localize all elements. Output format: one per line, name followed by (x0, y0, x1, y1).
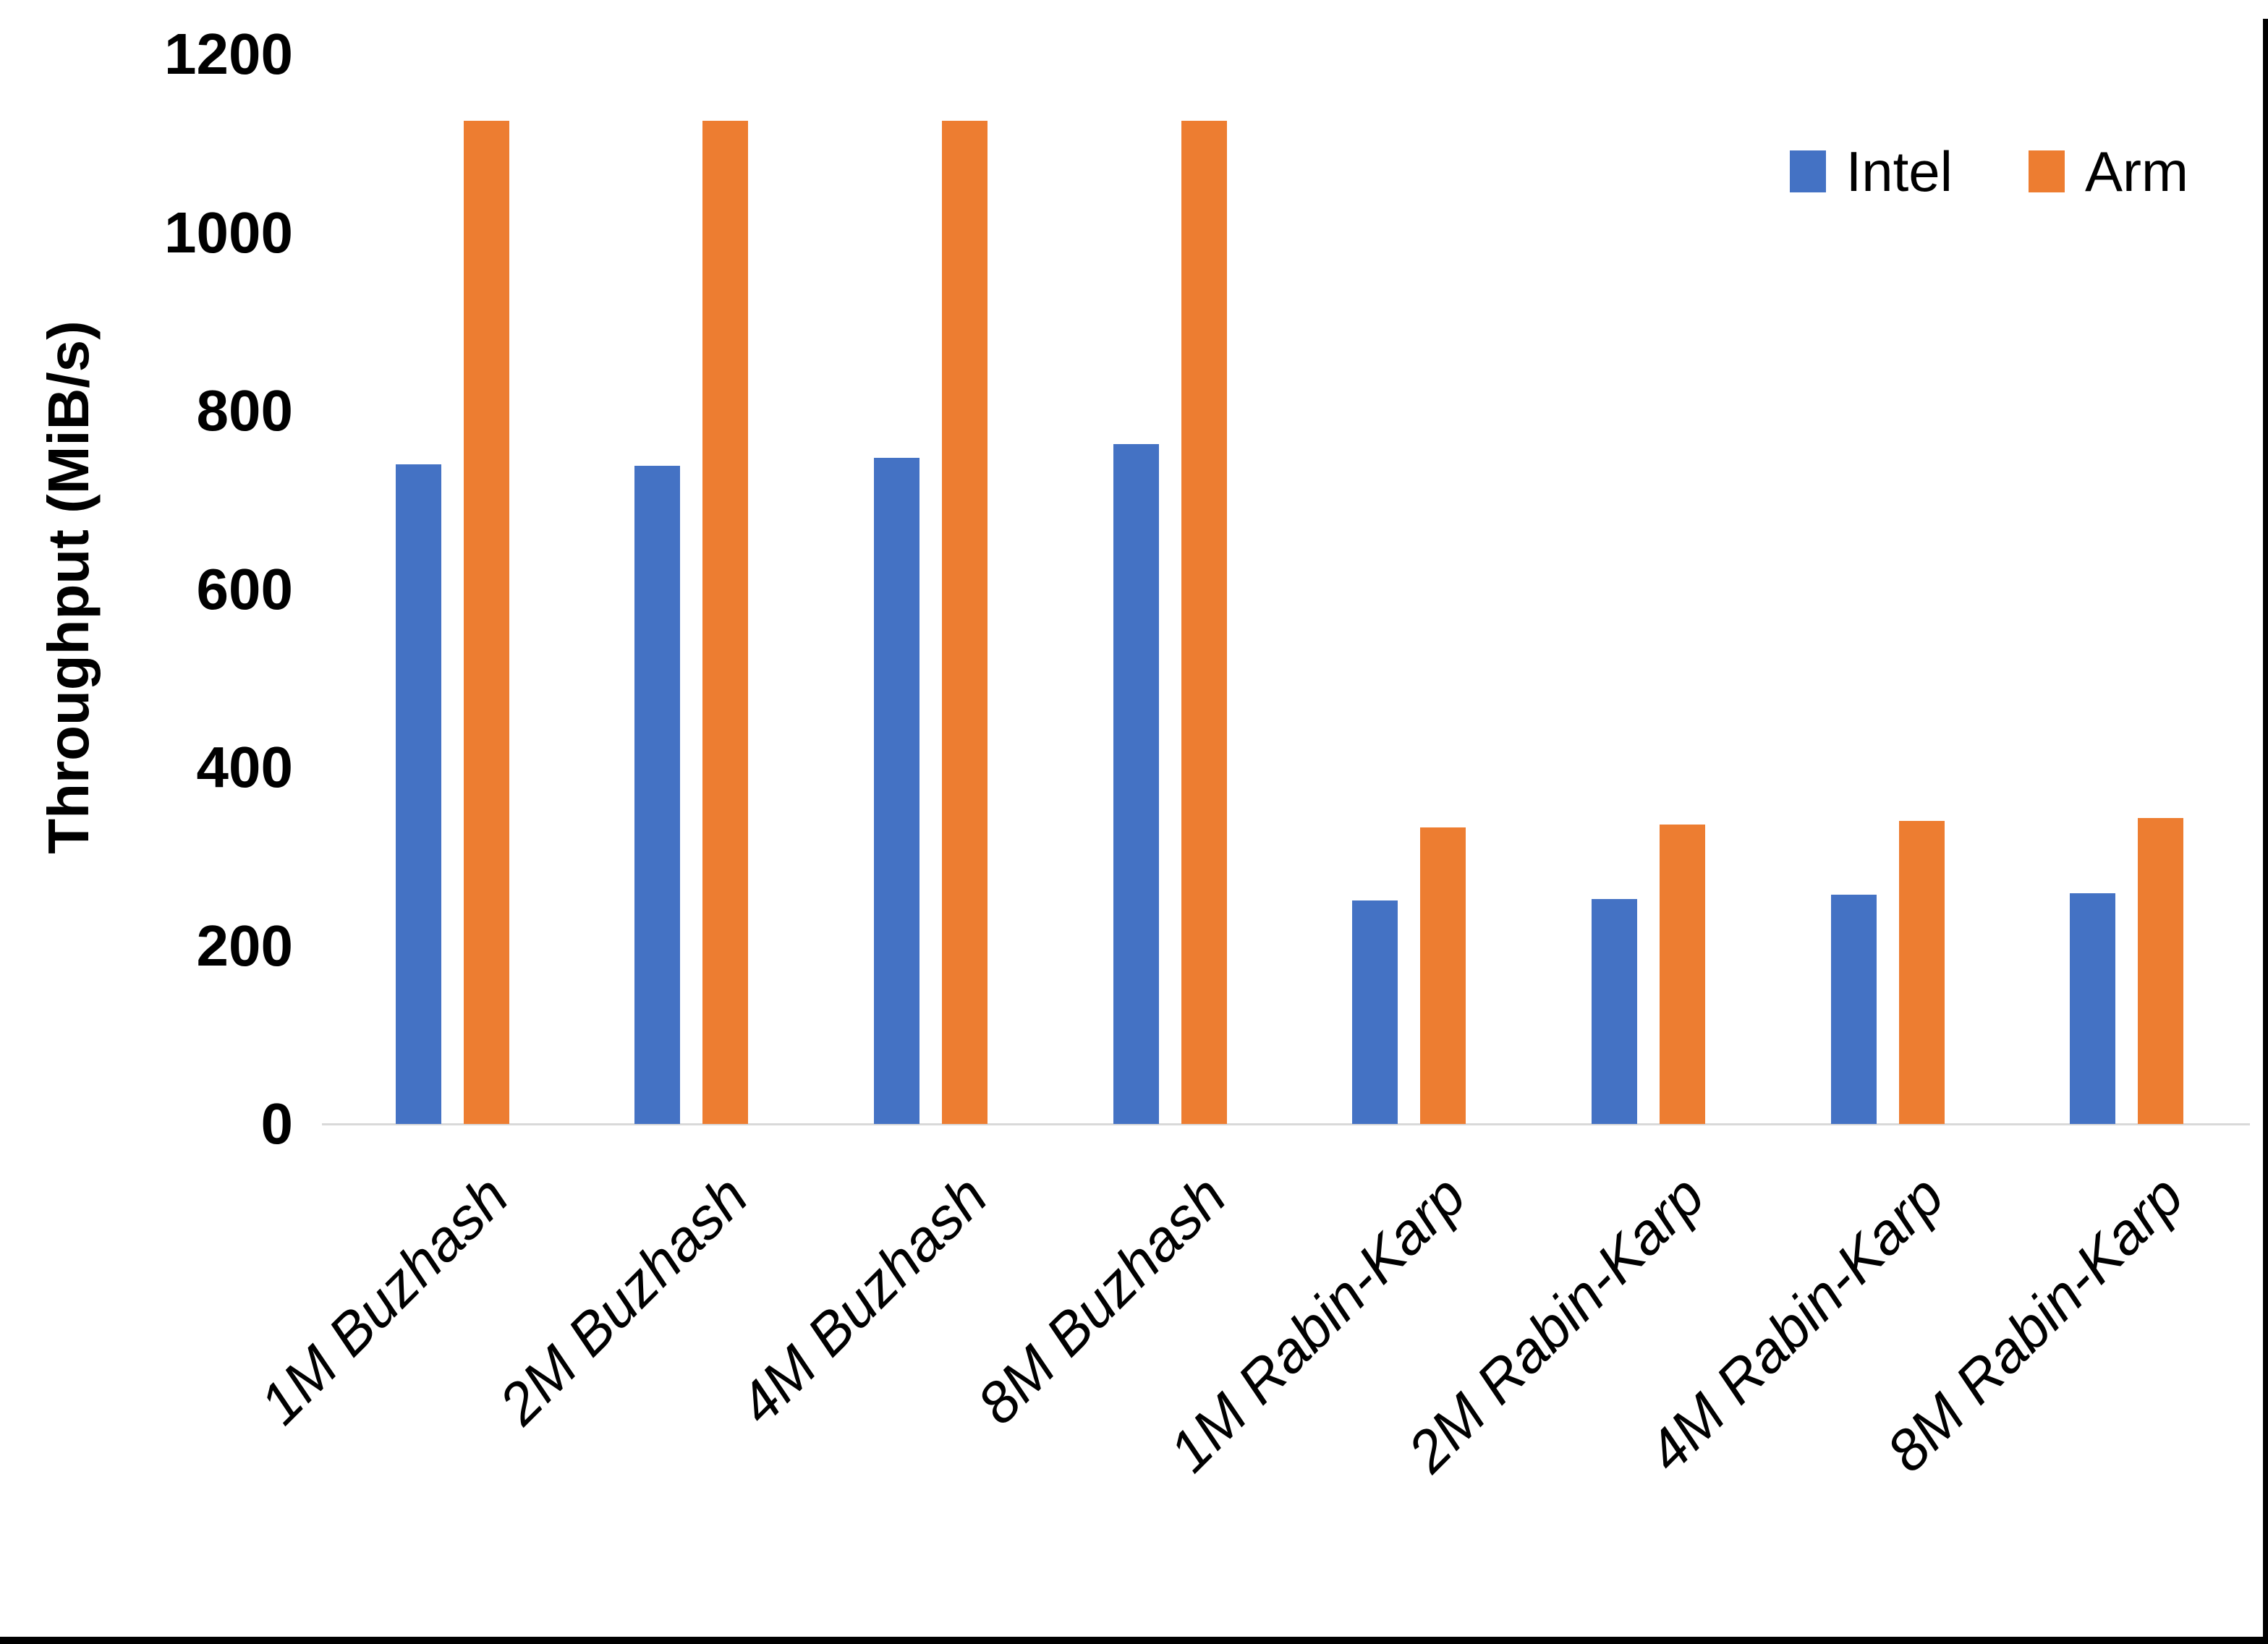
bar-intel-2 (634, 466, 681, 1124)
legend: Intel Arm (1789, 140, 2188, 203)
y-tick-label: 800 (196, 378, 293, 443)
legend-item-intel: Intel (1789, 140, 1953, 203)
bar-intel-1 (395, 464, 441, 1124)
bar-arm-5 (1420, 827, 1466, 1124)
x-category-label: 2M Buzhash (486, 1163, 760, 1436)
legend-item-arm: Arm (2029, 143, 2188, 200)
plot-area (322, 54, 2250, 1125)
y-tick-label: 600 (196, 556, 293, 621)
bar-arm-1 (463, 121, 509, 1124)
x-category-label: 4M Buzhash (726, 1163, 999, 1436)
figure-border-bottom (0, 1637, 2268, 1644)
y-tick-label: 0 (260, 1091, 294, 1156)
bar-arm-3 (942, 121, 988, 1124)
y-tick-label: 1000 (164, 200, 293, 265)
bar-intel-3 (874, 458, 920, 1124)
bar-intel-5 (1352, 900, 1398, 1124)
bar-intel-7 (1830, 895, 1877, 1124)
figure-border-right (2263, 19, 2268, 1644)
legend-swatch-arm (2029, 150, 2065, 192)
bar-arm-4 (1181, 121, 1227, 1124)
legend-label-intel: Intel (1846, 140, 1953, 203)
bar-arm-2 (702, 121, 749, 1124)
legend-label-arm: Arm (2085, 140, 2188, 203)
y-tick-label: 200 (196, 913, 293, 978)
bar-intel-4 (1113, 443, 1159, 1124)
x-category-label: 1M Buzhash (247, 1163, 521, 1436)
y-tick-label: 400 (196, 735, 293, 799)
bar-arm-8 (2138, 818, 2184, 1124)
bar-intel-8 (2070, 893, 2116, 1124)
bar-intel-6 (1591, 899, 1637, 1124)
x-category-label: 8M Buzhash (965, 1163, 1239, 1436)
x-axis-line (322, 1123, 2250, 1125)
legend-swatch-intel (1789, 150, 1826, 192)
y-tick-label: 1200 (164, 22, 293, 86)
bar-arm-6 (1659, 824, 1705, 1124)
bar-arm-7 (1898, 820, 1945, 1124)
